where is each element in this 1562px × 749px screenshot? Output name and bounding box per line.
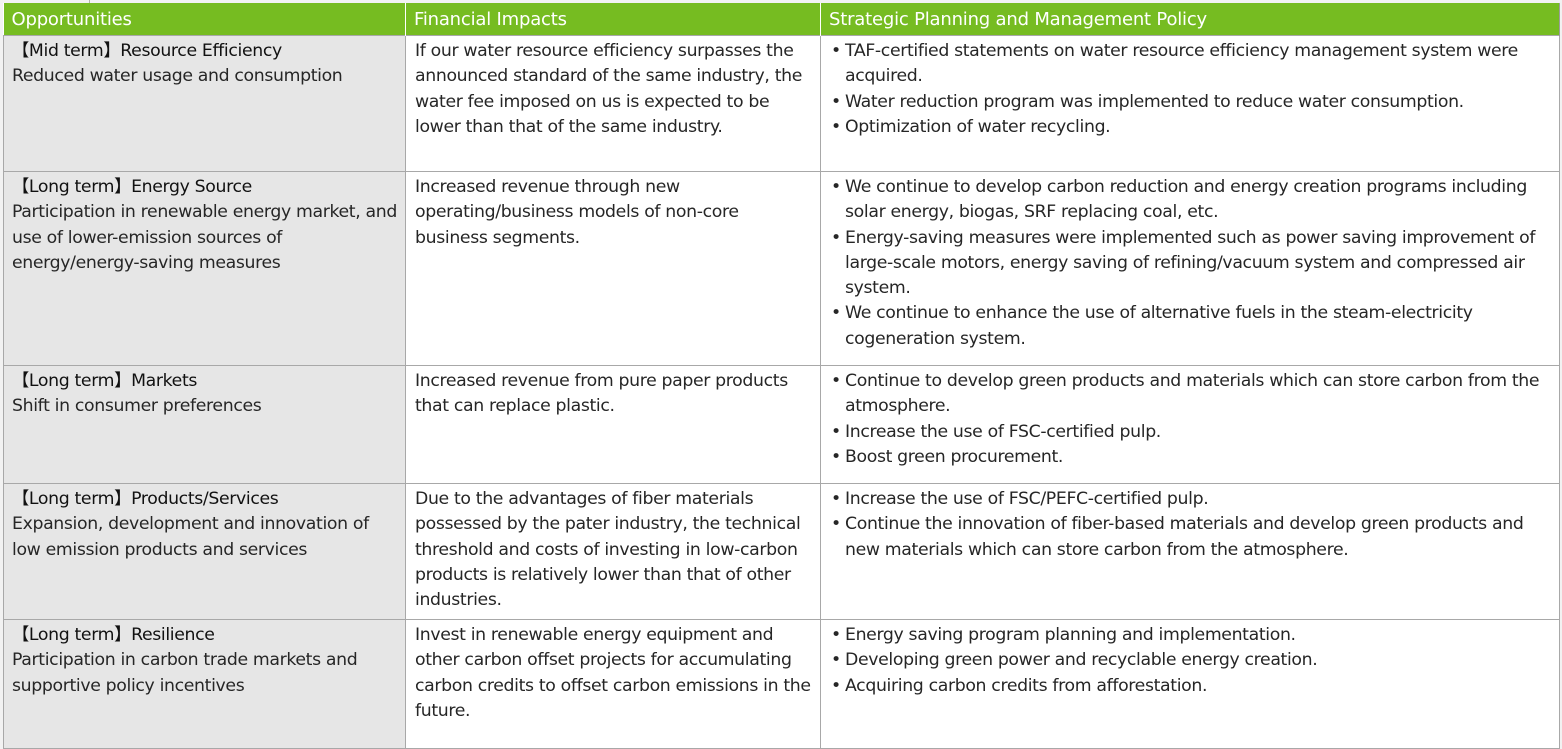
category-label: Products/Services: [131, 489, 279, 509]
table-row: 【Mid term】Resource Efficiency Reduced wa…: [3, 35, 1560, 172]
policy-item: Energy saving program planning and imple…: [829, 623, 1553, 649]
policy-item: We continue to enhance the use of altern…: [829, 301, 1553, 352]
policy-item: Water reduction program was implemented …: [829, 90, 1553, 116]
financial-impact-cell: Increased revenue from pure paper produc…: [405, 365, 821, 484]
table-row: 【Long term】Products/Services Expansion, …: [3, 483, 1560, 620]
policy-list: TAF-certified statements on water resour…: [829, 39, 1553, 140]
term-label: 【Long term】: [12, 489, 132, 509]
policy-item: Developing green power and recyclable en…: [829, 648, 1553, 674]
policy-list: We continue to develop carbon reduction …: [829, 175, 1553, 352]
term-label: 【Long term】: [12, 625, 132, 645]
financial-impact-cell: Increased revenue through new operating/…: [405, 171, 821, 366]
opportunity-title: 【Long term】Resilience: [12, 623, 399, 648]
policy-item: Energy-saving measures were implemented …: [829, 226, 1553, 302]
header-financial-impacts: Financial Impacts: [405, 3, 821, 36]
policy-item: TAF-certified statements on water resour…: [829, 39, 1553, 90]
table-row: 【Long term】Markets Shift in consumer pre…: [3, 365, 1560, 484]
opportunity-cell: 【Mid term】Resource Efficiency Reduced wa…: [3, 35, 406, 172]
opportunity-title: 【Mid term】Resource Efficiency: [12, 39, 399, 64]
financial-impact-cell: Due to the advantages of fiber materials…: [405, 483, 821, 620]
header-opportunities: Opportunities: [3, 3, 406, 36]
term-label: 【Long term】: [12, 371, 132, 391]
policy-item: We continue to develop carbon reduction …: [829, 175, 1553, 226]
header-strategic-planning: Strategic Planning and Management Policy: [820, 3, 1560, 36]
category-label: Resource Efficiency: [120, 41, 282, 61]
policy-list: Continue to develop green products and m…: [829, 369, 1553, 470]
opportunity-cell: 【Long term】Resilience Participation in c…: [3, 619, 406, 749]
opportunity-title: 【Long term】Energy Source: [12, 175, 399, 200]
policy-item: Increase the use of FSC/PEFC-certified p…: [829, 487, 1553, 513]
financial-impact-cell: Invest in renewable energy equipment and…: [405, 619, 821, 749]
table-row: 【Long term】Energy Source Participation i…: [3, 171, 1560, 366]
policy-item: Continue to develop green products and m…: [829, 369, 1553, 420]
opportunity-description: Participation in carbon trade markets an…: [12, 650, 358, 696]
opportunity-title: 【Long term】Products/Services: [12, 487, 399, 512]
policy-item: Acquiring carbon credits from afforestat…: [829, 674, 1553, 700]
policy-list: Increase the use of FSC/PEFC-certified p…: [829, 487, 1553, 563]
policy-list: Energy saving program planning and imple…: [829, 623, 1553, 699]
opportunity-description: Participation in renewable energy market…: [12, 202, 397, 273]
header-row: Opportunities Financial Impacts Strategi…: [3, 3, 1560, 36]
policy-cell: TAF-certified statements on water resour…: [820, 35, 1560, 172]
opportunity-cell: 【Long term】Products/Services Expansion, …: [3, 483, 406, 620]
opportunities-table: Opportunities Financial Impacts Strategi…: [3, 3, 1560, 749]
policy-cell: Continue to develop green products and m…: [820, 365, 1560, 484]
policy-item: Increase the use of FSC-certified pulp.: [829, 420, 1553, 446]
policy-cell: Energy saving program planning and imple…: [820, 619, 1560, 749]
opportunity-description: Expansion, development and innovation of…: [12, 514, 369, 560]
category-label: Markets: [131, 371, 198, 391]
policy-cell: Increase the use of FSC/PEFC-certified p…: [820, 483, 1560, 620]
category-label: Energy Source: [131, 177, 252, 197]
term-label: 【Mid term】: [12, 41, 121, 61]
opportunity-description: Reduced water usage and consumption: [12, 66, 343, 87]
financial-impact-cell: If our water resource efficiency surpass…: [405, 35, 821, 172]
table-row: 【Long term】Resilience Participation in c…: [3, 619, 1560, 749]
top-divider-tick: [89, 0, 90, 4]
policy-cell: We continue to develop carbon reduction …: [820, 171, 1560, 366]
opportunity-cell: 【Long term】Energy Source Participation i…: [3, 171, 406, 366]
policy-item: Continue the innovation of fiber-based m…: [829, 512, 1553, 563]
policy-item: Optimization of water recycling.: [829, 115, 1553, 141]
opportunity-description: Shift in consumer preferences: [12, 396, 262, 417]
term-label: 【Long term】: [12, 177, 132, 197]
opportunity-title: 【Long term】Markets: [12, 369, 399, 394]
policy-item: Boost green procurement.: [829, 445, 1553, 471]
category-label: Resilience: [131, 625, 215, 645]
opportunity-cell: 【Long term】Markets Shift in consumer pre…: [3, 365, 406, 484]
